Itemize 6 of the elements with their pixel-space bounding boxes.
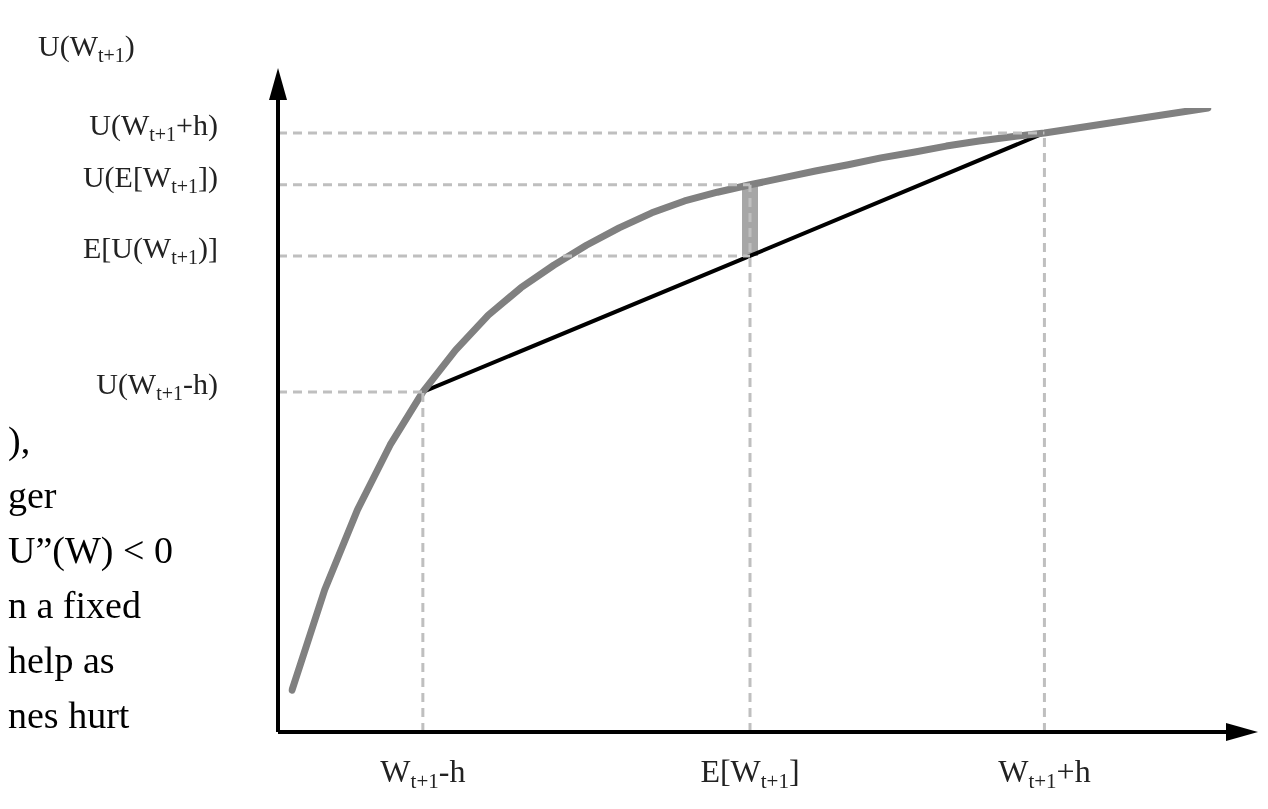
text: ger: [8, 474, 57, 516]
text: n a fixed: [8, 584, 141, 626]
text: help as: [8, 639, 115, 681]
text: ),: [8, 419, 31, 462]
text: nes hurt: [8, 694, 130, 736]
text: U”(W) < 0: [8, 529, 173, 572]
